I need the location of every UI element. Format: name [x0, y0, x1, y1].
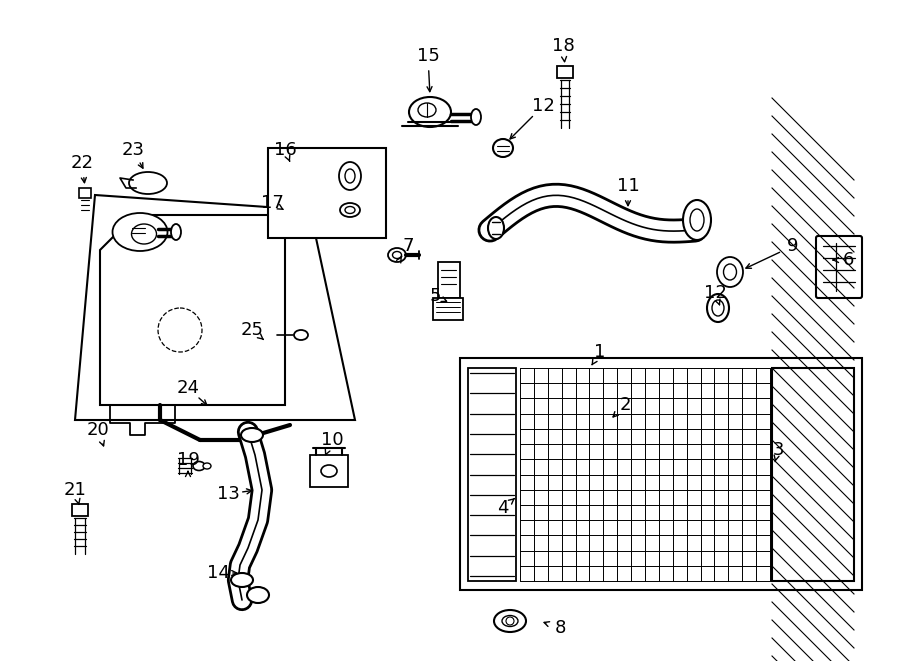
Ellipse shape — [231, 573, 253, 587]
Ellipse shape — [494, 610, 526, 632]
Ellipse shape — [409, 97, 451, 127]
Ellipse shape — [683, 200, 711, 240]
Bar — [460, 358, 862, 590]
Ellipse shape — [388, 248, 406, 262]
Bar — [79, 188, 91, 198]
Ellipse shape — [493, 139, 513, 157]
Text: 14: 14 — [207, 564, 230, 582]
Bar — [72, 504, 88, 516]
Text: 25: 25 — [240, 321, 264, 339]
Text: 12: 12 — [704, 284, 726, 302]
Text: 6: 6 — [842, 251, 854, 269]
Ellipse shape — [690, 209, 704, 231]
Ellipse shape — [707, 294, 729, 322]
Bar — [468, 368, 516, 581]
Circle shape — [506, 617, 514, 625]
Text: 13: 13 — [217, 485, 239, 503]
Text: 10: 10 — [320, 431, 343, 449]
Bar — [772, 368, 854, 581]
Polygon shape — [100, 215, 285, 405]
Bar — [268, 148, 386, 238]
Ellipse shape — [488, 217, 504, 239]
Text: 5: 5 — [429, 287, 441, 305]
Ellipse shape — [392, 251, 401, 258]
Text: 4: 4 — [497, 499, 508, 517]
Text: 1: 1 — [594, 343, 606, 361]
Bar — [433, 298, 463, 320]
Text: 12: 12 — [532, 97, 554, 115]
Text: 9: 9 — [788, 237, 799, 255]
Ellipse shape — [203, 463, 211, 469]
Ellipse shape — [241, 428, 263, 442]
Text: 2: 2 — [619, 396, 631, 414]
Text: 23: 23 — [122, 141, 145, 159]
Ellipse shape — [171, 224, 181, 240]
Text: 24: 24 — [176, 379, 200, 397]
Polygon shape — [75, 195, 355, 420]
Ellipse shape — [471, 109, 481, 125]
Text: 18: 18 — [552, 37, 574, 55]
Text: 15: 15 — [417, 47, 439, 65]
Text: 22: 22 — [70, 154, 94, 172]
Bar — [772, 368, 854, 581]
Ellipse shape — [131, 224, 157, 244]
Ellipse shape — [247, 587, 269, 603]
Ellipse shape — [340, 203, 360, 217]
Ellipse shape — [717, 257, 743, 287]
Ellipse shape — [321, 465, 337, 477]
Ellipse shape — [724, 264, 736, 280]
Ellipse shape — [345, 169, 355, 183]
Text: 16: 16 — [274, 141, 296, 159]
FancyBboxPatch shape — [816, 236, 862, 298]
Bar — [557, 66, 573, 78]
Text: 20: 20 — [86, 421, 110, 439]
Text: 21: 21 — [64, 481, 86, 499]
Bar — [438, 262, 460, 298]
Bar — [310, 455, 348, 487]
Ellipse shape — [129, 172, 167, 194]
Text: 11: 11 — [616, 177, 639, 195]
Ellipse shape — [339, 162, 361, 190]
Text: 3: 3 — [772, 441, 784, 459]
Text: 17: 17 — [261, 194, 284, 212]
Text: 7: 7 — [402, 237, 414, 255]
Ellipse shape — [418, 103, 436, 117]
Ellipse shape — [345, 206, 355, 214]
Ellipse shape — [112, 213, 167, 251]
Ellipse shape — [294, 330, 308, 340]
Text: 19: 19 — [176, 451, 200, 469]
Ellipse shape — [193, 461, 205, 471]
Ellipse shape — [502, 615, 518, 627]
Text: 8: 8 — [554, 619, 566, 637]
Ellipse shape — [712, 300, 724, 316]
